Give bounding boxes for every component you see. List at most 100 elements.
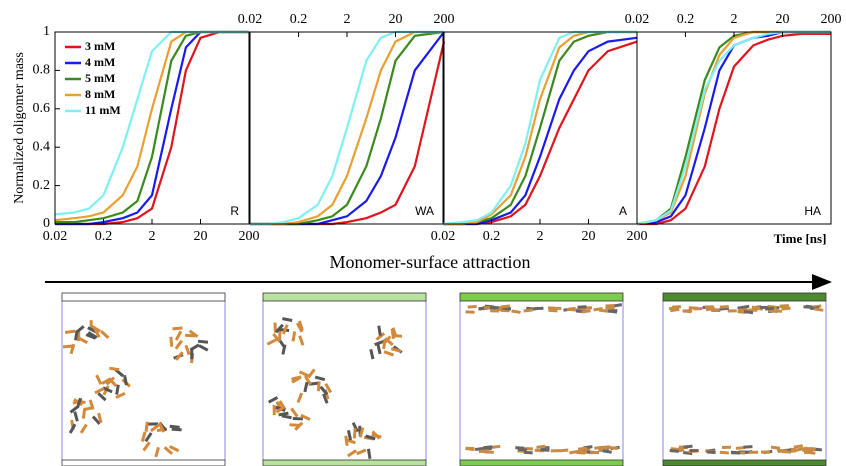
x-tick-label: 0.2 bbox=[95, 229, 113, 244]
particle bbox=[298, 320, 304, 331]
particle bbox=[93, 327, 101, 338]
particle bbox=[174, 339, 183, 350]
particle bbox=[144, 432, 153, 443]
x-tick-label: 0.02 bbox=[625, 12, 650, 27]
particle bbox=[682, 451, 693, 456]
snapshots bbox=[61, 292, 827, 466]
particle bbox=[581, 309, 591, 314]
particle bbox=[163, 446, 174, 455]
particle bbox=[593, 306, 603, 312]
x-tick-label: 0.2 bbox=[677, 12, 695, 27]
x-axis-label: Time [ns] bbox=[774, 231, 827, 246]
particle bbox=[68, 423, 77, 434]
panel: WA 0.02 0.2 2 20 200 bbox=[238, 12, 455, 226]
particle bbox=[605, 306, 615, 311]
x-tick-label: 0.02 bbox=[238, 12, 263, 27]
x-tick-label: 20 bbox=[582, 229, 596, 244]
particle bbox=[705, 307, 716, 312]
surface bbox=[459, 292, 624, 302]
particle bbox=[300, 413, 311, 421]
particle bbox=[324, 383, 333, 394]
particle bbox=[94, 387, 105, 395]
y-tick-label: 0.6 bbox=[33, 101, 51, 116]
legend-label: 11 mM bbox=[85, 103, 121, 117]
particle bbox=[390, 347, 402, 353]
particle bbox=[115, 384, 120, 395]
series-line bbox=[636, 30, 831, 226]
x-tick-label: 0.02 bbox=[431, 229, 456, 244]
particle bbox=[109, 366, 120, 372]
particle bbox=[275, 323, 284, 334]
particle bbox=[316, 381, 321, 392]
particle bbox=[500, 304, 511, 309]
particle bbox=[100, 330, 110, 339]
y-tick-label: 0.4 bbox=[33, 139, 51, 154]
particle bbox=[142, 441, 151, 452]
particle bbox=[81, 408, 87, 419]
particle bbox=[547, 306, 558, 311]
particle bbox=[77, 336, 89, 345]
particle bbox=[76, 397, 82, 409]
panel-label: A bbox=[619, 204, 627, 218]
particle bbox=[490, 307, 501, 312]
particle bbox=[184, 344, 191, 356]
particle bbox=[275, 405, 286, 414]
particle bbox=[64, 329, 76, 334]
particle bbox=[566, 306, 576, 312]
particle bbox=[777, 449, 788, 453]
x-tick-label: 2 bbox=[537, 229, 544, 244]
particle bbox=[290, 407, 299, 418]
particle bbox=[95, 374, 103, 385]
particle bbox=[346, 429, 353, 441]
series-line bbox=[443, 40, 638, 226]
particle bbox=[391, 333, 403, 338]
series-line bbox=[443, 30, 637, 226]
panel: A 0.02 0.2 2 20 200 bbox=[431, 30, 648, 244]
particle bbox=[474, 446, 485, 452]
particle bbox=[184, 333, 196, 338]
particle bbox=[375, 332, 386, 341]
legend-label: 8 mM bbox=[85, 87, 115, 101]
particle bbox=[62, 344, 74, 349]
particle bbox=[605, 303, 615, 308]
particle bbox=[491, 444, 501, 449]
particle bbox=[123, 374, 128, 386]
y-axis-label: Normalized oligomer mass bbox=[12, 52, 27, 204]
x-tick-label: 20 bbox=[776, 12, 790, 27]
particle bbox=[298, 335, 305, 346]
series-line bbox=[636, 30, 831, 226]
particle bbox=[291, 331, 297, 342]
particle bbox=[296, 392, 304, 403]
particle bbox=[569, 449, 579, 455]
particle bbox=[154, 446, 160, 458]
particle bbox=[382, 338, 387, 350]
particle bbox=[779, 304, 789, 309]
particle bbox=[770, 445, 781, 450]
surface bbox=[662, 292, 827, 302]
particle bbox=[669, 449, 679, 453]
particle bbox=[281, 324, 289, 335]
particle bbox=[281, 414, 292, 420]
particle bbox=[140, 431, 147, 442]
particle bbox=[366, 448, 372, 459]
particle bbox=[559, 448, 569, 453]
particle bbox=[682, 308, 693, 313]
particle bbox=[291, 375, 302, 381]
panel-label: WA bbox=[415, 204, 434, 218]
particle bbox=[781, 306, 791, 311]
particle bbox=[158, 422, 166, 433]
series-line bbox=[636, 30, 831, 226]
particle bbox=[548, 308, 558, 313]
particle bbox=[74, 330, 79, 341]
particle bbox=[356, 448, 367, 456]
particle bbox=[281, 344, 287, 355]
surface bbox=[61, 459, 226, 466]
x-tick-label: 0.2 bbox=[290, 12, 308, 27]
particle bbox=[465, 446, 475, 452]
y-tick-label: 1 bbox=[43, 24, 50, 39]
particle bbox=[169, 424, 180, 429]
arrow-label: Monomer-surface attraction bbox=[329, 252, 530, 272]
particle bbox=[577, 450, 588, 454]
particle bbox=[289, 423, 300, 427]
x-tick-label: 200 bbox=[239, 229, 260, 244]
